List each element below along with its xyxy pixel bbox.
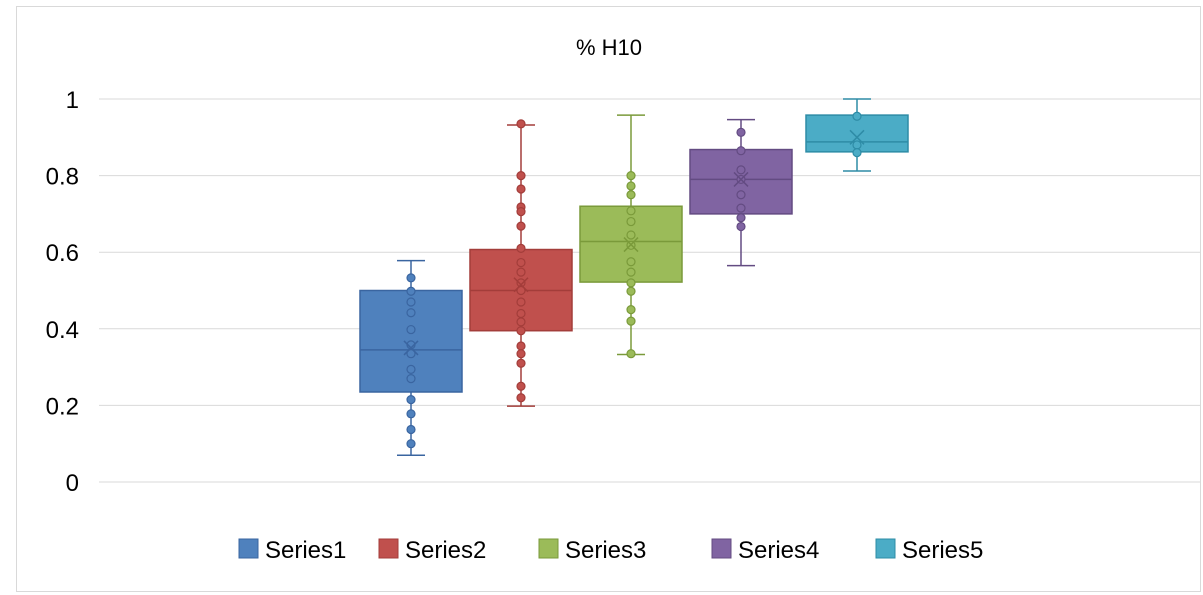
data-point (626, 286, 636, 296)
chart-title: % H10 (576, 35, 642, 60)
data-point (516, 349, 526, 359)
legend-label-series2: Series2 (405, 537, 486, 564)
legend-label-series1: Series1 (265, 537, 346, 564)
legend-swatch-series3 (538, 538, 559, 559)
data-point (406, 349, 416, 359)
legend-label-series3: Series3 (565, 537, 646, 564)
legend-swatch-series1 (238, 538, 259, 559)
data-point (516, 341, 526, 351)
data-point (626, 349, 636, 359)
data-point (516, 393, 526, 403)
box-series5 (805, 98, 909, 172)
chart-area: % H10 0 0.2 0.4 0.6 0.8 1 Series1 Series2 Serie… (16, 6, 1201, 592)
legend-swatch-series4 (711, 538, 732, 559)
data-point (516, 358, 526, 368)
data-point (406, 364, 416, 374)
data-point (406, 439, 416, 449)
mean-marker (513, 277, 529, 293)
data-point (626, 171, 636, 181)
y-tick-label: 0.8 (46, 164, 79, 191)
y-tick-label: 0.4 (46, 317, 79, 344)
plot-area (359, 98, 909, 456)
data-point (736, 146, 746, 156)
data-point (516, 297, 526, 307)
data-point (406, 297, 416, 307)
data-point (736, 213, 746, 223)
data-point (516, 267, 526, 277)
gridlines (99, 98, 1201, 483)
mean-marker (849, 129, 865, 145)
legend: Series1 Series2 Series3 Series4 Series5 (238, 537, 983, 564)
data-point (626, 257, 636, 267)
data-point (626, 267, 636, 277)
mean-marker (623, 237, 639, 253)
legend-label-series4: Series4 (738, 537, 819, 564)
mean-marker (733, 171, 749, 187)
data-point (406, 324, 416, 335)
legend-swatch-series2 (378, 538, 399, 559)
y-axis: 0 0.2 0.4 0.6 0.8 1 (46, 87, 79, 497)
data-point (516, 171, 526, 181)
data-point (736, 190, 746, 200)
data-point (516, 317, 526, 327)
data-point (852, 140, 862, 150)
data-point (516, 119, 526, 129)
data-point (626, 206, 636, 216)
box-series1 (359, 259, 463, 456)
data-point (516, 221, 526, 231)
legend-label-series5: Series5 (902, 537, 983, 564)
data-point (516, 381, 526, 391)
data-point (736, 165, 746, 175)
data-point (736, 127, 746, 137)
legend-swatch-series5 (875, 538, 896, 559)
data-point (516, 243, 526, 253)
data-point (626, 181, 636, 191)
data-point (406, 273, 416, 283)
data-point (852, 148, 862, 158)
data-point (736, 221, 746, 232)
y-tick-label: 0.2 (46, 393, 79, 420)
data-point (736, 203, 746, 213)
data-point (626, 190, 636, 200)
mean-marker (403, 340, 419, 356)
data-point (406, 409, 416, 419)
data-point (406, 424, 416, 435)
data-point (626, 278, 636, 288)
data-point (406, 395, 416, 405)
data-point (516, 184, 526, 194)
y-tick-label: 1 (66, 87, 79, 114)
box-series2 (469, 119, 573, 407)
data-point (516, 326, 526, 336)
data-point (626, 305, 636, 315)
data-point (516, 207, 526, 217)
data-point (406, 286, 416, 296)
box-plot-chart: % H10 00.20.40.60.81 Series1 Series2 Serie… (46, 35, 1201, 564)
data-point (406, 308, 416, 318)
data-point (406, 373, 416, 384)
data-point (852, 111, 862, 121)
data-point (626, 230, 636, 240)
y-tick-label: 0 (66, 470, 79, 497)
data-point (626, 316, 636, 326)
data-point (626, 216, 636, 227)
y-tick-label: 0.6 (46, 240, 79, 267)
data-point (516, 285, 526, 296)
box-series3 (579, 114, 683, 359)
box-series4 (689, 118, 793, 267)
data-point (516, 308, 526, 319)
data-point (516, 257, 526, 268)
